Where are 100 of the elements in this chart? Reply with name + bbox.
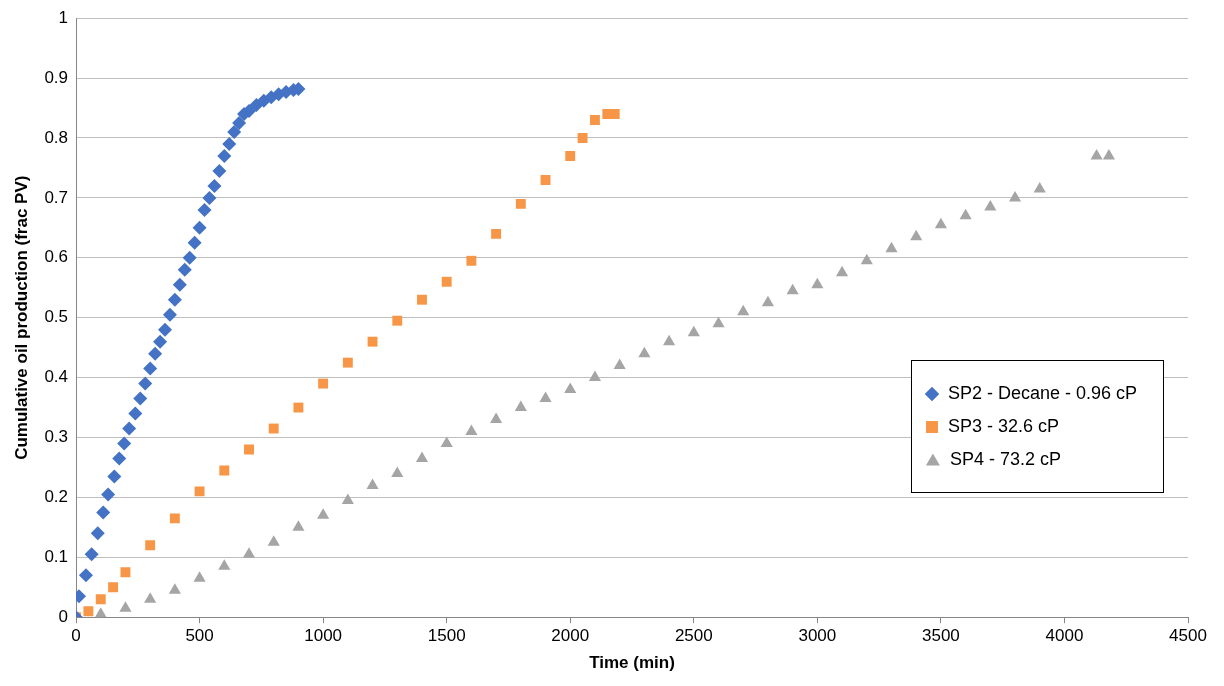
- point: [187, 235, 202, 250]
- point: [267, 535, 280, 546]
- point: [232, 116, 247, 131]
- point: [148, 346, 163, 361]
- point: [133, 391, 148, 406]
- point: [197, 202, 212, 217]
- point: [1008, 190, 1022, 202]
- point: [293, 402, 304, 413]
- y-tick-label: 0.9: [44, 67, 69, 87]
- legend-label: SP2 - Decane - 0.96 cP: [947, 383, 1137, 404]
- y-tick-label: 0: [58, 606, 69, 626]
- point: [959, 208, 972, 220]
- point: [590, 115, 600, 125]
- point: [94, 607, 107, 618]
- point: [415, 451, 429, 462]
- y-tick-label: 0.1: [44, 546, 69, 566]
- point: [761, 295, 774, 307]
- point: [317, 508, 330, 519]
- point: [172, 277, 187, 292]
- point: [169, 513, 180, 524]
- point: [835, 265, 849, 277]
- x-tick-label: 500: [185, 626, 214, 646]
- point: [177, 262, 192, 277]
- point: [167, 292, 182, 307]
- y-axis-title: Cumulative oil production (frac PV): [11, 175, 31, 460]
- point: [120, 567, 131, 578]
- point: [515, 198, 526, 209]
- point: [153, 334, 168, 349]
- point: [95, 594, 106, 605]
- point: [514, 400, 527, 412]
- y-tick-label: 0.3: [44, 427, 69, 447]
- point: [565, 151, 576, 161]
- point: [292, 520, 305, 531]
- point: [564, 382, 577, 394]
- point: [117, 436, 132, 451]
- point: [737, 304, 750, 316]
- point: [119, 601, 132, 612]
- point: [138, 376, 153, 391]
- point: [202, 190, 217, 205]
- point: [490, 412, 503, 424]
- point: [441, 276, 452, 287]
- y-tick-label: 1: [58, 7, 69, 27]
- point: [391, 466, 404, 477]
- point: [588, 370, 602, 382]
- point: [219, 465, 230, 476]
- point: [96, 505, 111, 520]
- point: [143, 361, 158, 376]
- point: [218, 559, 231, 570]
- point: [83, 606, 94, 617]
- point: [491, 228, 502, 239]
- x-tick-label: 4500: [1169, 626, 1207, 646]
- point: [144, 592, 157, 603]
- point: [367, 336, 378, 347]
- point: [162, 307, 177, 322]
- x-tick-label: 3500: [921, 626, 960, 646]
- x-axis-title: Time (min): [589, 653, 675, 673]
- x-tick-label: 1500: [427, 626, 466, 646]
- x-tick-label: 2500: [674, 626, 713, 646]
- point: [192, 220, 207, 235]
- y-tick-label: 0.6: [44, 247, 69, 267]
- point: [207, 178, 222, 193]
- point: [577, 133, 588, 143]
- point: [663, 334, 676, 346]
- point: [712, 316, 725, 328]
- point: [222, 136, 237, 151]
- point: [107, 469, 122, 484]
- point: [366, 478, 379, 489]
- y-tick-label: 0.2: [44, 487, 69, 507]
- point: [212, 163, 227, 178]
- y-tick-label: 0.4: [44, 367, 69, 387]
- point: [1033, 181, 1046, 193]
- point: [318, 378, 329, 389]
- point: [341, 493, 354, 504]
- y-tick-label: 0.8: [44, 127, 69, 147]
- point: [440, 436, 453, 447]
- point: [84, 547, 99, 562]
- point: [860, 253, 873, 265]
- x-tick-label: 4000: [1045, 626, 1084, 646]
- x-tick-label: 3000: [798, 626, 837, 646]
- point: [108, 582, 119, 593]
- point: [112, 451, 127, 466]
- point: [466, 255, 477, 266]
- point: [465, 424, 478, 436]
- point: [539, 391, 552, 403]
- point: [540, 174, 551, 185]
- point: [101, 487, 116, 502]
- legend-label: SP3 - 32.6 cP: [947, 416, 1059, 437]
- point: [1102, 148, 1115, 160]
- point: [217, 148, 232, 163]
- point: [786, 283, 799, 295]
- x-tick-label: 2000: [551, 626, 590, 646]
- point: [182, 250, 197, 265]
- point: [168, 583, 181, 594]
- point: [910, 229, 923, 241]
- point: [392, 315, 403, 326]
- point: [90, 526, 105, 541]
- point: [638, 346, 651, 358]
- point: [227, 125, 242, 140]
- y-tick-label: 0.7: [44, 187, 69, 207]
- point: [193, 571, 206, 582]
